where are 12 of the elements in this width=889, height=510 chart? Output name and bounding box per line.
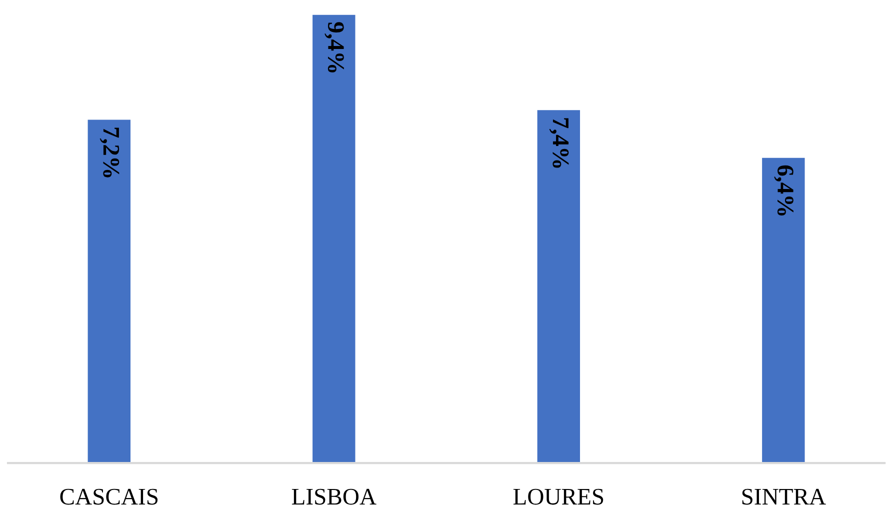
bar [88,120,130,464]
x-tick-label: LOURES [513,488,604,505]
x-tick-label: SINTRA [742,488,826,505]
data-label: 7,4% [549,118,569,168]
x-tick-label: LISBOA [292,488,376,505]
x-tick-label: CASCAIS [60,488,158,505]
data-label: 9,4% [324,22,344,72]
bar [312,14,356,464]
data-label: 7,2% [100,128,120,178]
bar [537,110,580,464]
bar [762,158,805,464]
data-label: 6,4% [774,165,794,216]
